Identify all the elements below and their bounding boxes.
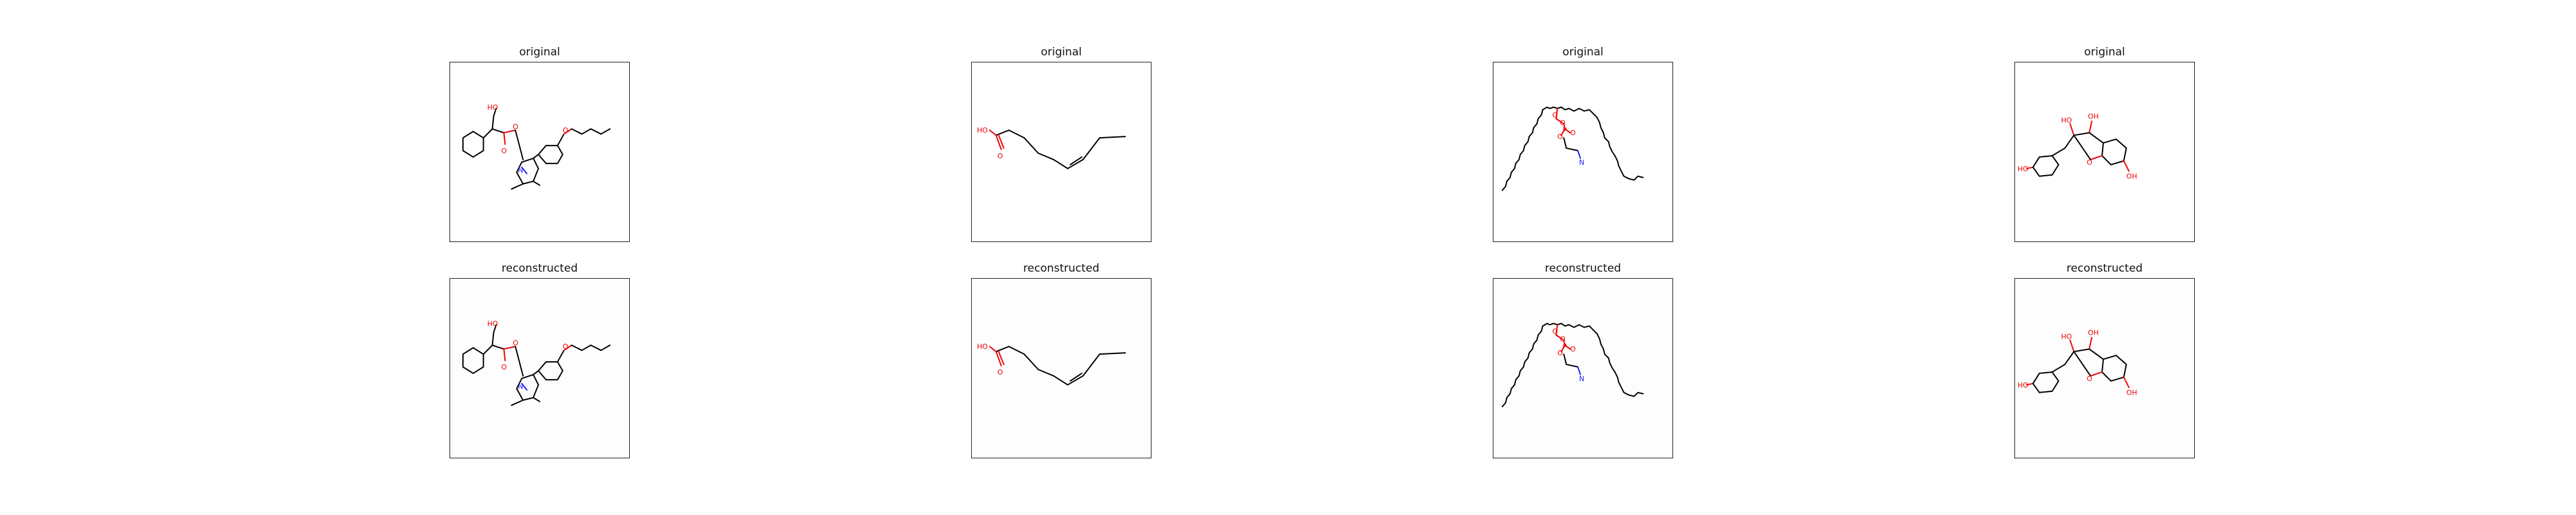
atom-label: O bbox=[513, 122, 518, 131]
atom-label: O bbox=[513, 339, 518, 347]
atom-label: O bbox=[1570, 345, 1576, 353]
molecule-drawing-4: HO HO OH O OH bbox=[2018, 112, 2137, 181]
original-molecule-panel-2: HO O bbox=[971, 62, 1151, 242]
reconstructed-molecule-panel-4: HO HO OH O OH bbox=[2014, 278, 2195, 458]
molecule-drawing-3: O O O P O N bbox=[1501, 106, 1644, 191]
atom-label: HO bbox=[2018, 165, 2029, 173]
atom-label: HO bbox=[488, 319, 498, 328]
atom-label: O bbox=[501, 147, 507, 155]
molecule-drawing-3: O O O P O N bbox=[1501, 323, 1644, 407]
atom-label: HO bbox=[2018, 381, 2029, 389]
original-title-1: original bbox=[519, 46, 560, 59]
atom-label: O bbox=[1560, 118, 1566, 127]
atom-label: N bbox=[518, 166, 523, 174]
original-molecule-panel-1: HO O O O N bbox=[450, 62, 630, 242]
atom-label: OH bbox=[2126, 389, 2137, 397]
atom-label: N bbox=[1579, 375, 1584, 383]
reconstructed-molecule-panel-2: HO O bbox=[971, 278, 1151, 458]
atom-label: O bbox=[563, 126, 569, 135]
atom-label: O bbox=[1552, 111, 1558, 119]
original-title-4: original bbox=[2084, 46, 2125, 59]
atom-label: N bbox=[1579, 158, 1584, 167]
atom-label: O bbox=[1557, 349, 1563, 357]
atom-label: O bbox=[998, 152, 1003, 160]
atom-label: HO bbox=[977, 126, 988, 135]
atom-label: P bbox=[1562, 126, 1567, 135]
molecule-drawing-1: HO O O O N bbox=[462, 319, 611, 406]
molecule-drawing-1: HO O O O N bbox=[462, 103, 611, 190]
reconstructed-title-1: reconstructed bbox=[501, 262, 578, 275]
atom-label: O bbox=[998, 368, 1003, 377]
atom-label: O bbox=[1560, 335, 1566, 343]
atom-label: N bbox=[518, 382, 523, 391]
atom-label: O bbox=[2087, 375, 2092, 383]
atom-label: O bbox=[563, 342, 569, 351]
atom-label: OH bbox=[2126, 173, 2137, 181]
reconstructed-molecule-panel-3: O O O P O N bbox=[1493, 278, 1673, 458]
atom-label: HO bbox=[2061, 332, 2072, 341]
molecule-drawing-2: HO O bbox=[977, 342, 1126, 386]
reconstructed-title-4: reconstructed bbox=[2066, 262, 2143, 275]
atom-label: O bbox=[1552, 327, 1558, 335]
original-molecule-panel-3: O O O P O N bbox=[1493, 62, 1673, 242]
original-title-2: original bbox=[1041, 46, 1082, 59]
atom-label: P bbox=[1562, 342, 1567, 351]
reconstructed-molecule-panel-1: HO O O O N bbox=[450, 278, 630, 458]
original-molecule-panel-4: HO HO OH O OH bbox=[2014, 62, 2195, 242]
original-title-3: original bbox=[1562, 46, 1604, 59]
molecule-drawing-2: HO O bbox=[977, 126, 1126, 169]
reconstructed-title-3: reconstructed bbox=[1544, 262, 1622, 275]
atom-label: O bbox=[1557, 133, 1563, 141]
atom-label: O bbox=[1570, 129, 1576, 137]
atom-label: HO bbox=[2061, 116, 2072, 124]
atom-label: HO bbox=[977, 342, 988, 351]
molecule-drawing-4: HO HO OH O OH bbox=[2018, 328, 2137, 397]
atom-label: HO bbox=[488, 103, 498, 111]
atom-label: O bbox=[501, 363, 507, 371]
atom-label: OH bbox=[2088, 328, 2099, 337]
atom-label: OH bbox=[2088, 112, 2099, 120]
atom-label: O bbox=[2087, 158, 2092, 167]
reconstructed-title-2: reconstructed bbox=[1023, 262, 1100, 275]
